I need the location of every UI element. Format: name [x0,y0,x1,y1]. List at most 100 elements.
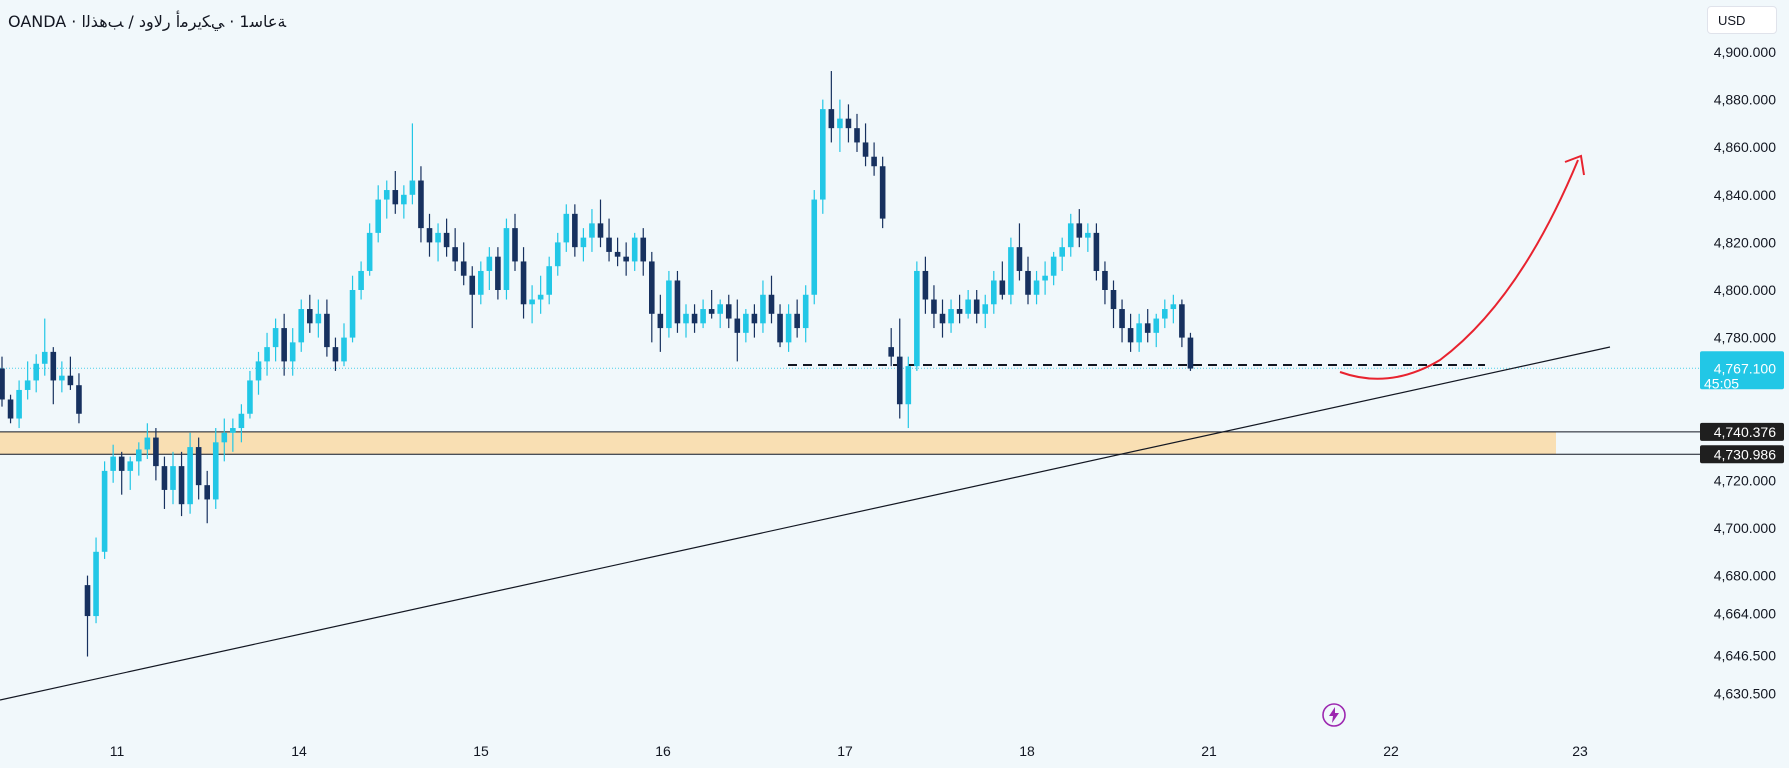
candle-body [828,109,835,129]
candle [982,294,989,329]
candle [657,294,664,352]
currency-button[interactable]: USD [1707,6,1777,34]
candle [1050,251,1057,286]
candle-body [118,456,125,471]
candle-body [41,351,48,364]
candle-body [469,275,476,295]
candle-body [905,366,912,405]
candle-body [965,299,971,314]
candle [965,290,971,319]
candle-body [649,261,655,314]
candle-body [802,294,809,329]
candle-body [341,337,347,362]
candle-body [204,485,210,500]
countdown-text: 45:05 [1704,375,1739,391]
candle-body [16,389,22,419]
candle [238,404,245,443]
candle [486,247,493,290]
candle-body [264,347,270,362]
candle-body [281,328,287,362]
candle [725,294,732,329]
candle-body [982,304,989,314]
candle-body [460,261,467,276]
candle [136,442,142,476]
candle-body [1102,270,1108,290]
candle [811,190,818,305]
level-label-text: 4,730.986 [1714,446,1776,462]
candle [67,356,74,390]
candle-body [691,313,698,324]
y-tick-label: 4,664.000 [1714,606,1776,622]
arrow-head [1564,154,1585,176]
candle [1110,280,1117,329]
candle [640,228,647,276]
candle-body [366,232,373,271]
candle [460,242,467,286]
candle-body [1187,337,1194,369]
candle-body [76,385,82,414]
candle [212,428,219,509]
candle [948,299,954,333]
candle [332,337,339,371]
candle-body [1033,280,1040,295]
candle-body [777,313,783,343]
candle-body [614,251,621,257]
x-tick-label: 22 [1383,743,1399,759]
candle [101,461,108,559]
candle [495,247,501,300]
candle [589,209,595,252]
candle-body [1050,256,1057,276]
candle-body [1076,223,1083,238]
candle-body [640,237,647,262]
candle [118,451,125,495]
candle-body [7,399,14,419]
candle-body [170,466,176,490]
candle-body [426,228,433,243]
candle-body [725,304,732,319]
candle [760,280,766,333]
candle-body [1016,247,1023,271]
candle [1153,313,1160,348]
y-tick-label: 4,646.500 [1714,647,1776,663]
candle-body [247,380,253,414]
candle [649,251,655,343]
price-axis[interactable]: 4,900.000 4,880.000 4,860.000 4,840.000 4,82… [1700,44,1784,701]
lightning-icon[interactable] [1322,703,1346,727]
candle [973,290,980,324]
candle [281,313,287,376]
candle-body [324,313,330,348]
time-axis[interactable]: 11 14 15 16 17 18 21 22 23 [110,743,1588,759]
candle [1085,223,1091,252]
candle [426,213,433,257]
y-tick-label: 4,880.000 [1714,92,1776,108]
candle-body [606,237,612,252]
candle [187,432,193,514]
candle-body [443,232,450,248]
candle-body [178,466,185,505]
candle-body [195,447,202,486]
trendline [0,346,1611,701]
candle [469,266,476,329]
candle [341,323,347,367]
x-tick-label: 16 [655,743,671,759]
candle [1127,313,1134,352]
candle [1102,261,1108,305]
candle [854,113,860,152]
candle-body [93,551,99,617]
candle-body [0,368,5,400]
y-tick-label: 4,700.000 [1714,520,1776,536]
candle-body [33,363,39,381]
x-tick-label: 14 [291,743,307,759]
candle [127,456,134,490]
candle-body [255,361,262,381]
candle [631,232,638,271]
candle-body [409,180,416,195]
candle [230,418,236,452]
candle-body [495,256,501,290]
candle [914,261,920,371]
level-label-text: 4,740.376 [1714,424,1776,440]
candle-body [1153,318,1160,333]
candle-body [572,213,578,248]
candle-body [315,313,322,324]
